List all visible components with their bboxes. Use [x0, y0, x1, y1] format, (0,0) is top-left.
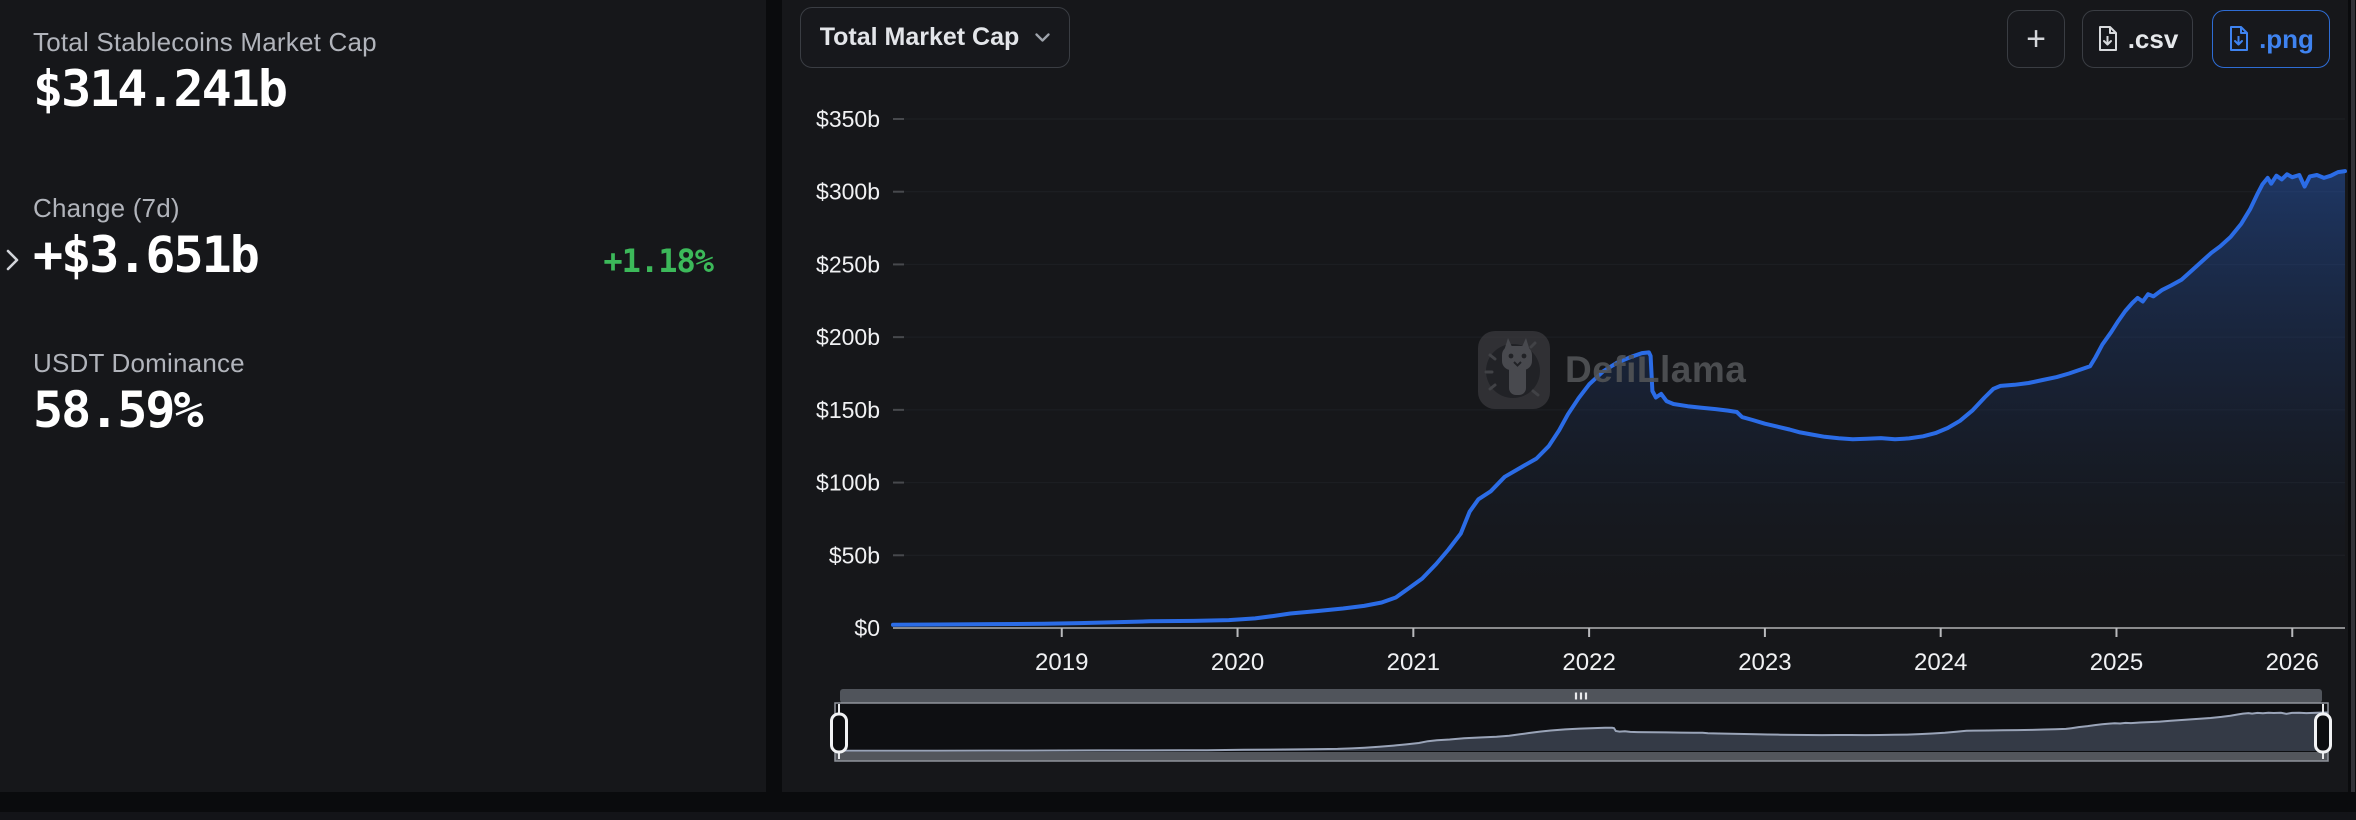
market-cap-line [891, 169, 2347, 627]
slider-data-shadow-area [835, 712, 2328, 751]
x-axis-label: 2022 [1562, 649, 1615, 676]
file-download-icon [2230, 26, 2249, 51]
slider-bottom-band [835, 752, 2328, 761]
scrollbar[interactable] [2351, 0, 2355, 792]
chart-panel: $350b $300b $250b $200b $150b $100b $50b $0 2019… [782, 0, 2348, 792]
time-range-slider[interactable] [830, 689, 2332, 762]
stats-panel: Total Stablecoins Market Cap $314.241b C… [0, 0, 766, 792]
x-axis-label: 2019 [1035, 649, 1088, 676]
change-7d-label: Change (7d) [33, 193, 180, 223]
y-axis-label: $150b [816, 397, 880, 423]
y-axis-label: $100b [816, 470, 880, 496]
total-market-cap-value: $314.241b [33, 60, 288, 118]
y-axis-label: $350b [816, 106, 880, 132]
download-png-button[interactable]: .png [2212, 10, 2330, 68]
market-cap-area-chart[interactable]: $350b $300b $250b $200b $150b $100b $50b $0 2019… [782, 0, 2348, 792]
y-axis-label: $250b [816, 251, 880, 277]
chevron-down-icon [1035, 32, 1050, 42]
slider-left-handle[interactable] [830, 712, 848, 754]
slider-data-shadow-line [835, 711, 2329, 752]
x-axis-label: 2023 [1738, 649, 1791, 676]
download-csv-label: .csv [2127, 23, 2179, 54]
y-axis-label: $300b [816, 179, 880, 205]
market-cap-area [893, 171, 2345, 628]
stat-change-7d: Change (7d) +$3.651b +1.18% [33, 190, 723, 284]
usdt-dominance-value: 58.59% [33, 381, 204, 439]
change-7d-value: +$3.651b [33, 226, 260, 284]
x-axis-label: 2026 [2266, 649, 2319, 676]
y-axis-label: $50b [829, 542, 880, 568]
download-png-label: .png [2259, 23, 2314, 54]
add-chart-label: + [2026, 19, 2046, 58]
x-axis-label: 2020 [1211, 649, 1264, 676]
change-7d-percent: +1.18% [603, 242, 714, 280]
next-section-edge [0, 812, 2356, 820]
x-axis-label: 2024 [1914, 649, 1967, 676]
add-chart-button[interactable]: + [2007, 10, 2065, 68]
x-axis-label: 2021 [1387, 649, 1440, 676]
file-download-icon [2098, 26, 2117, 51]
total-market-cap-label: Total Stablecoins Market Cap [33, 27, 377, 57]
x-axis-label: 2025 [2090, 649, 2143, 676]
download-csv-button[interactable]: .csv [2082, 10, 2193, 68]
y-axis-label: $200b [816, 324, 880, 350]
slider-right-handle[interactable] [2314, 712, 2332, 754]
usdt-dominance-label: USDT Dominance [33, 348, 245, 378]
metric-dropdown[interactable]: Total Market Cap [800, 7, 1070, 68]
expand-chevron-icon[interactable] [2, 246, 22, 279]
metric-dropdown-label: Total Market Cap [819, 23, 1020, 51]
stat-usdt-dominance: USDT Dominance 58.59% [33, 345, 245, 439]
change-7d-row: +$3.651b +1.18% [33, 226, 723, 284]
y-axis-label: $0 [854, 615, 880, 641]
stat-total-market-cap: Total Stablecoins Market Cap $314.241b [33, 24, 377, 118]
